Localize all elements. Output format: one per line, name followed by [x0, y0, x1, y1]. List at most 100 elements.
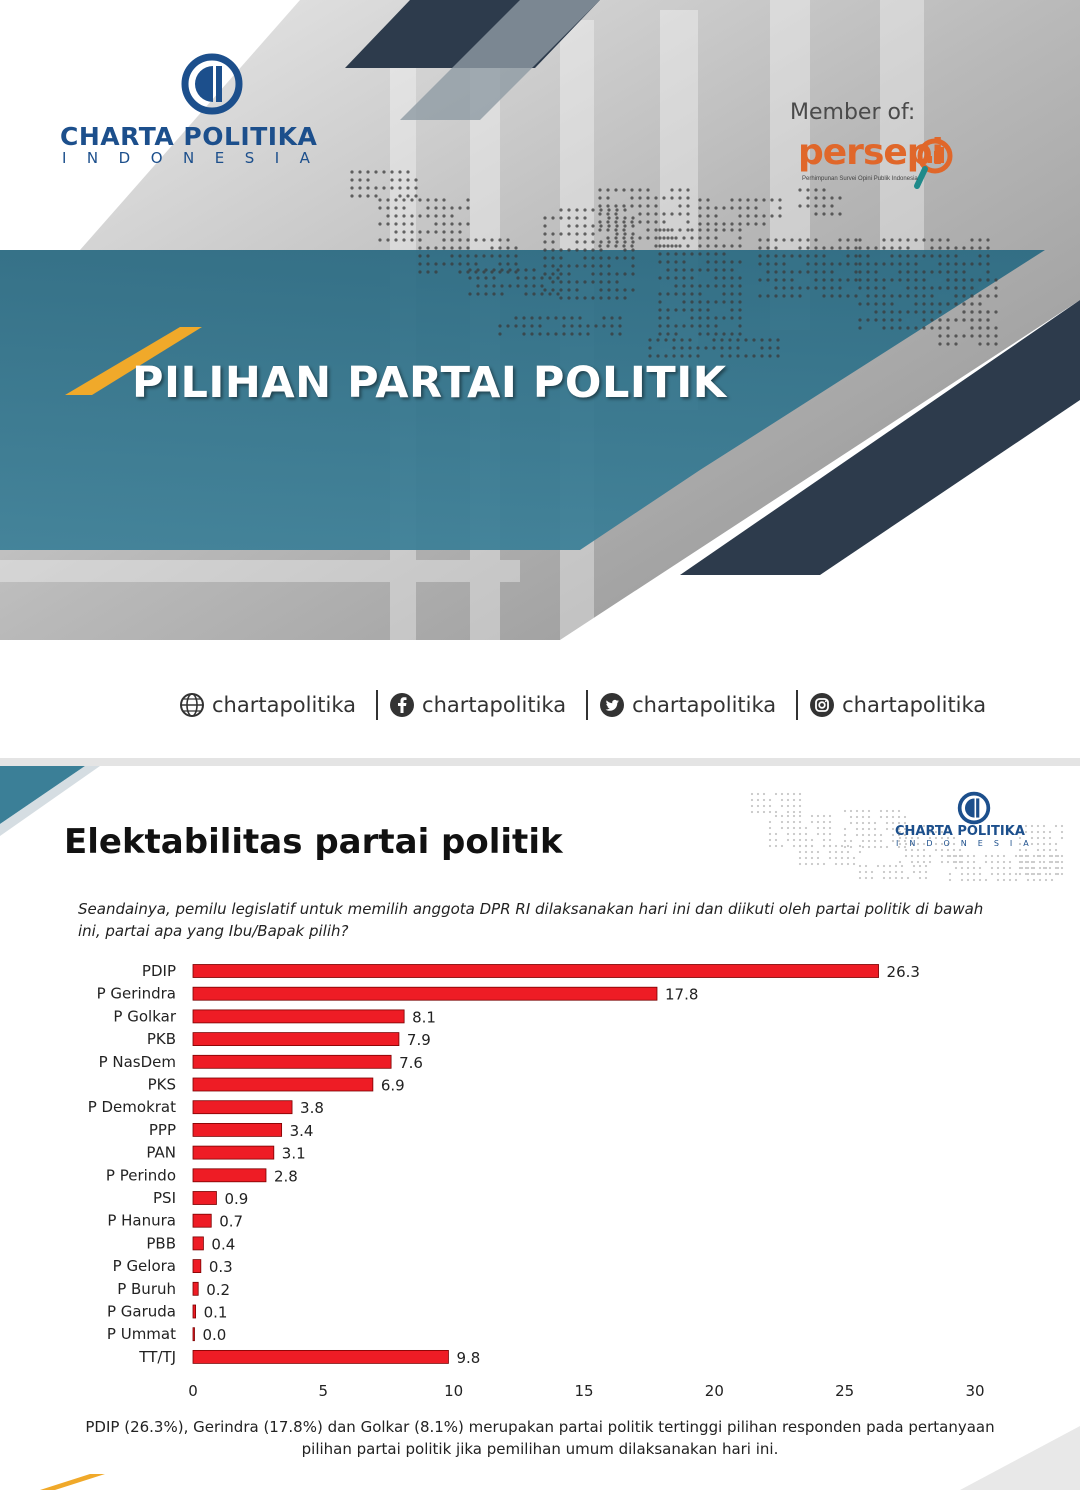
- map-dot: [490, 254, 494, 258]
- map-dot: [394, 206, 398, 210]
- map-dot: [898, 310, 902, 314]
- map-dot: [591, 240, 595, 244]
- map-dot: [1050, 860, 1054, 864]
- map-dot: [958, 830, 962, 834]
- map-dot: [938, 342, 942, 346]
- map-dot: [930, 270, 934, 274]
- map-dot: [656, 354, 660, 358]
- map-dot: [954, 318, 958, 322]
- map-dot: [466, 238, 470, 242]
- map-dot: [484, 268, 488, 272]
- map-dot: [970, 278, 974, 282]
- map-dot: [928, 824, 932, 828]
- map-dot: [822, 814, 826, 818]
- map-dot: [615, 224, 619, 228]
- map-dot: [623, 288, 627, 292]
- map-dot: [954, 294, 958, 298]
- map-dot: [954, 278, 958, 282]
- map-dot: [744, 354, 748, 358]
- map-dot: [674, 324, 678, 328]
- map-dot: [882, 864, 886, 868]
- map-dot: [874, 270, 878, 274]
- social-facebook[interactable]: chartapolitika: [388, 688, 566, 722]
- map-dot: [631, 232, 635, 236]
- map-dot: [838, 196, 842, 200]
- map-dot: [366, 178, 370, 182]
- map-dot: [591, 280, 595, 284]
- map-dot: [606, 236, 610, 240]
- map-dot: [567, 208, 571, 212]
- map-dot: [904, 824, 908, 828]
- map-dot: [706, 198, 710, 202]
- map-dot: [638, 204, 642, 208]
- social-twitter[interactable]: chartapolitika: [598, 688, 776, 722]
- map-dot: [1042, 854, 1046, 858]
- map-dot: [678, 204, 682, 208]
- map-dot: [858, 246, 862, 250]
- map-dot: [990, 860, 994, 864]
- map-dot: [688, 354, 692, 358]
- map-dot: [1024, 824, 1028, 828]
- map-dot: [476, 284, 480, 288]
- map-dot: [516, 268, 520, 272]
- map-dot: [750, 792, 754, 796]
- map-dot: [900, 876, 904, 880]
- map-dot: [806, 286, 810, 290]
- map-dot: [476, 292, 480, 296]
- map-dot: [738, 316, 742, 320]
- map-dot: [690, 316, 694, 320]
- map-dot: [738, 206, 742, 210]
- map-dot: [630, 244, 634, 248]
- slide-decoration: [0, 766, 1080, 1490]
- map-dot: [548, 292, 552, 296]
- bar: [192, 986, 658, 1001]
- map-dot: [938, 238, 942, 242]
- map-dot: [866, 318, 870, 322]
- map-dot: [858, 254, 862, 258]
- map-dot: [798, 856, 802, 860]
- map-dot: [891, 809, 895, 813]
- cover-slide: CHARTA POLITIKA INDONESIA Member of: per…: [0, 0, 1080, 722]
- map-dot: [646, 204, 650, 208]
- map-dot: [756, 792, 760, 796]
- map-dot: [514, 246, 518, 250]
- map-dot: [551, 280, 555, 284]
- map-dot: [840, 856, 844, 860]
- social-website[interactable]: chartapolitika: [178, 688, 356, 722]
- data-label: 3.4: [290, 1122, 314, 1140]
- map-dot: [888, 870, 892, 874]
- map-dot: [559, 216, 563, 220]
- social-instagram[interactable]: chartapolitika: [808, 688, 986, 722]
- map-dot: [855, 821, 859, 825]
- map-dot: [798, 850, 802, 854]
- map-dot: [575, 296, 579, 300]
- bar: [192, 1100, 293, 1115]
- map-dot: [994, 278, 998, 282]
- map-dot: [786, 798, 790, 802]
- map-dot: [768, 798, 772, 802]
- map-dot: [938, 270, 942, 274]
- map-dot: [599, 272, 603, 276]
- map-dot: [806, 246, 810, 250]
- map-dot: [1042, 824, 1046, 828]
- map-dot: [532, 276, 536, 280]
- map-dot: [830, 196, 834, 200]
- map-dot: [706, 268, 710, 272]
- map-dot: [394, 230, 398, 234]
- map-dot: [442, 230, 446, 234]
- map-dot: [618, 324, 622, 328]
- map-dot: [830, 270, 834, 274]
- map-dot: [1048, 854, 1052, 858]
- map-dot: [804, 826, 808, 830]
- map-dot: [506, 254, 510, 258]
- map-dot: [861, 845, 865, 849]
- map-dot: [543, 232, 547, 236]
- map-dot: [686, 228, 690, 232]
- map-dot: [607, 224, 611, 228]
- map-dot: [492, 268, 496, 272]
- map-dot: [906, 286, 910, 290]
- map-dot: [946, 254, 950, 258]
- map-dot: [578, 332, 582, 336]
- map-dot: [398, 194, 402, 198]
- map-dot: [898, 824, 902, 828]
